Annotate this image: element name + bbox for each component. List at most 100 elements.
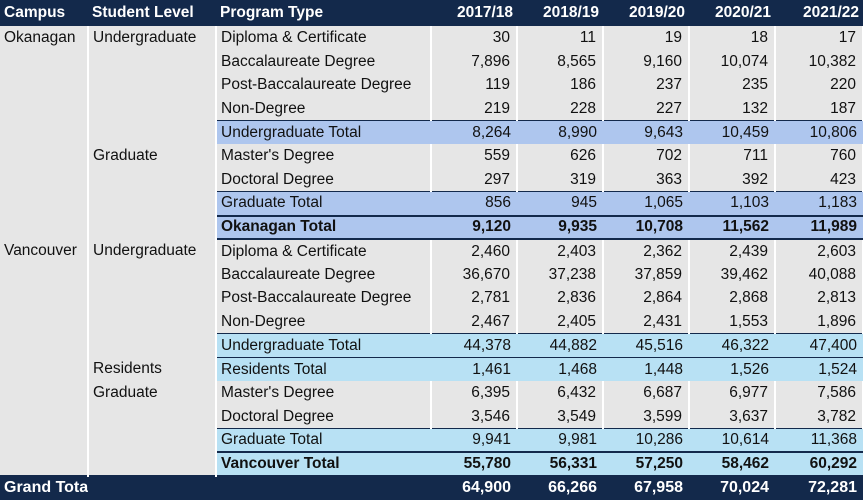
value-cell: 1,065 (603, 191, 689, 216)
campus-cell (0, 405, 89, 429)
value-cell: 219 (431, 97, 518, 121)
value-cell: 220 (775, 73, 863, 98)
campus-cell (0, 215, 89, 240)
value-cell: 66,266 (517, 475, 603, 500)
program-type-cell: Graduate Total (216, 428, 431, 453)
value-cell: 6,395 (431, 381, 518, 405)
campus-cell (0, 286, 89, 311)
value-cell: 3,637 (689, 405, 776, 429)
program-type-cell: Doctoral Degree (216, 405, 432, 429)
value-cell: 1,461 (431, 357, 517, 382)
program-type-cell: Baccalaureate Degree (216, 262, 432, 287)
value-cell: 2,603 (775, 239, 863, 263)
value-cell: 56,331 (517, 451, 603, 478)
value-cell: 11,368 (775, 428, 863, 453)
campus-cell (0, 333, 89, 358)
value-cell: 3,782 (775, 405, 863, 429)
value-cell: 187 (775, 97, 863, 121)
value-cell: 10,806 (775, 120, 863, 145)
student-level-cell (88, 475, 216, 500)
student-level-cell (88, 310, 217, 334)
value-cell: 9,935 (517, 214, 603, 241)
table-row: Doctoral Degree 3,546 3,549 3,599 3,637 3,782 (0, 405, 863, 429)
value-cell: 119 (431, 73, 518, 98)
value-cell: 60,292 (775, 451, 863, 478)
table-row: Doctoral Degree 297 319 363 392 423 (0, 168, 863, 192)
value-cell: 11 (517, 26, 604, 50)
value-cell: 67,958 (603, 475, 689, 500)
program-type-cell: Doctoral Degree (216, 168, 432, 192)
value-cell: 1,524 (775, 357, 863, 382)
table-row: Graduate Master's Degree 559 626 702 711 760 (0, 144, 863, 169)
column-header: Program Type (216, 0, 431, 26)
program-type-cell: Graduate Total (216, 191, 431, 216)
column-header: 2020/21 (689, 0, 775, 26)
table-row: Baccalaureate Degree 7,896 8,565 9,160 10,07… (0, 49, 863, 74)
program-type-cell: Residents Total (216, 357, 431, 382)
value-cell: 1,183 (775, 191, 863, 216)
value-cell: 319 (517, 168, 604, 192)
value-cell: 64,900 (431, 475, 517, 500)
campus-cell (0, 452, 89, 477)
student-level-cell (88, 73, 217, 98)
student-level-cell: Graduate (88, 381, 217, 405)
value-cell: 72,281 (775, 475, 863, 500)
value-cell: 235 (689, 73, 776, 98)
value-cell: 70,024 (689, 475, 775, 500)
campus-cell (0, 73, 89, 98)
value-cell: 36,670 (431, 262, 518, 287)
student-level-cell (88, 120, 217, 145)
student-level-cell (88, 49, 217, 74)
student-level-cell: Graduate (88, 144, 217, 169)
student-level-cell (88, 97, 217, 121)
value-cell: 9,643 (603, 120, 689, 145)
student-level-cell (88, 428, 217, 453)
value-cell: 2,868 (689, 286, 776, 311)
student-level-cell (88, 168, 217, 192)
value-cell: 44,378 (431, 333, 517, 358)
total-row: Okanagan Total 9,120 9,935 10,708 11,562 11,9… (0, 214, 863, 241)
value-cell: 47,400 (775, 333, 863, 358)
value-cell: 626 (517, 144, 604, 169)
value-cell: 2,864 (603, 286, 690, 311)
program-type-cell: Master's Degree (216, 381, 432, 405)
program-type-cell: Baccalaureate Degree (216, 49, 432, 74)
header-row: Campus Student Level Program Type 2017/1… (0, 0, 863, 26)
value-cell: 57,250 (603, 451, 689, 478)
column-header: 2019/20 (603, 0, 689, 26)
value-cell: 856 (431, 191, 517, 216)
table-row: Vancouver Undergraduate Diploma & Certific… (0, 239, 863, 263)
program-type-cell: Diploma & Certificate (216, 26, 432, 50)
value-cell: 44,882 (517, 333, 603, 358)
student-level-cell (88, 215, 217, 240)
value-cell: 227 (603, 97, 690, 121)
value-cell: 2,836 (517, 286, 604, 311)
value-cell: 297 (431, 168, 518, 192)
value-cell: 2,439 (689, 239, 776, 263)
value-cell: 10,614 (689, 428, 775, 453)
table-row: Graduate Master's Degree 6,395 6,432 6,687 6,… (0, 381, 863, 405)
total-row: Residents Residents Total 1,461 1,468 1,448 1… (0, 357, 863, 382)
value-cell: 2,403 (517, 239, 604, 263)
table-row: Non-Degree 2,467 2,405 2,431 1,553 1,896 (0, 310, 863, 334)
table-row: Post-Baccalaureate Degree 2,781 2,836 2,864… (0, 286, 863, 311)
value-cell: 10,708 (603, 214, 689, 241)
grand-total-row: Grand Total 64,900 66,266 67,958 70,024 72,28… (0, 475, 863, 500)
campus-cell (0, 120, 89, 145)
program-type-cell: Post-Baccalaureate Degree (216, 286, 432, 311)
value-cell: 6,432 (517, 381, 604, 405)
value-cell: 1,553 (689, 310, 776, 334)
campus-cell (0, 191, 89, 216)
value-cell: 559 (431, 144, 518, 169)
value-cell: 7,896 (431, 49, 518, 74)
value-cell: 10,382 (775, 49, 863, 74)
value-cell: 10,286 (603, 428, 689, 453)
student-level-cell (88, 405, 217, 429)
program-type-cell: Post-Baccalaureate Degree (216, 73, 432, 98)
value-cell: 7,586 (775, 381, 863, 405)
column-header: Campus (0, 0, 88, 26)
value-cell: 19 (603, 26, 690, 50)
student-level-cell (88, 333, 217, 358)
value-cell: 1,526 (689, 357, 775, 382)
